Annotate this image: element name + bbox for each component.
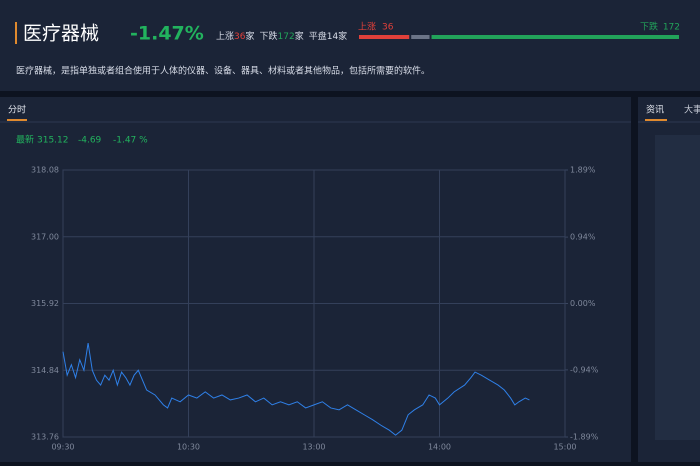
up-label: 上涨 <box>358 22 376 33</box>
y2-tick-label: 1.89% <box>570 166 596 175</box>
up-count: 36 <box>382 23 394 33</box>
breadth-segment <box>411 35 430 39</box>
breadth-stats: 上涨36家 下跌172家 平盘14家 <box>216 30 347 42</box>
breadth-part: 家 <box>245 30 254 42</box>
side-tab[interactable]: 资讯 <box>646 105 664 116</box>
y-tick-label: 317.00 <box>31 232 59 241</box>
side-tab[interactable]: 大事 <box>684 104 700 116</box>
x-tick-label: 15:00 <box>553 443 576 452</box>
breadth-part: 36 <box>234 32 246 42</box>
side-tab-underline <box>645 119 667 121</box>
y-tick-label: 313.76 <box>31 433 59 442</box>
y-tick-label: 318.08 <box>31 166 59 175</box>
breadth-bar: 上涨 36 172 下跌 <box>358 22 680 39</box>
breadth-part: 家 <box>295 30 304 42</box>
x-tick-label: 10:30 <box>177 443 200 452</box>
x-tick-label: 13:00 <box>302 443 325 452</box>
y2-tick-label: -0.94% <box>570 365 599 374</box>
quote-label: 最新 <box>16 134 34 146</box>
plot: 318.08 317.00 315.92 314.84 313.76 1.89% 0.94%… <box>31 166 599 452</box>
sector-name: 医疗器械 <box>23 23 99 45</box>
quote-change-pct: -1.47 % <box>113 136 148 146</box>
down-label: 下跌 <box>640 22 658 33</box>
x-tick-label: 14:00 <box>428 443 451 452</box>
price-line <box>62 342 530 436</box>
chart-panel <box>0 97 631 462</box>
quote-change: -4.69 <box>78 136 102 146</box>
y2-tick-label: 0.00% <box>570 299 596 308</box>
y2-tick-label: -1.89% <box>570 433 599 442</box>
sector-description: 医疗器械，是指单独或者组合使用于人体的仪器、设备、器具、材料或者其他物品，包括所… <box>16 65 430 77</box>
quote-price: 315.12 <box>37 136 69 146</box>
sector-change: -1.47% <box>130 23 204 45</box>
breadth-segment <box>431 35 679 39</box>
breadth-segment <box>359 35 410 39</box>
title-accent <box>15 22 17 44</box>
down-count: 172 <box>663 23 680 33</box>
x-tick-label: 09:30 <box>51 443 74 452</box>
header-panel <box>0 0 700 91</box>
breadth-part: 14 <box>327 32 339 42</box>
y-tick-label: 314.84 <box>31 366 59 375</box>
y-tick-label: 315.92 <box>31 299 59 308</box>
tab-underline <box>7 119 27 121</box>
breadth-part: 172 <box>278 32 295 42</box>
breadth-part: 下跌 <box>259 31 277 42</box>
quote-line: 最新 315.12 -4.69 -1.47 % <box>16 134 148 146</box>
side-content <box>655 135 700 440</box>
breadth-text: 上涨36家 下跌172家 平盘14家 <box>216 30 347 42</box>
breadth-part: 上涨 <box>216 31 234 42</box>
breadth-part: 平盘 <box>309 30 327 42</box>
y2-tick-label: 0.94% <box>570 233 596 242</box>
breadth-part: 家 <box>338 30 347 42</box>
tab[interactable]: 分时 <box>8 104 26 116</box>
